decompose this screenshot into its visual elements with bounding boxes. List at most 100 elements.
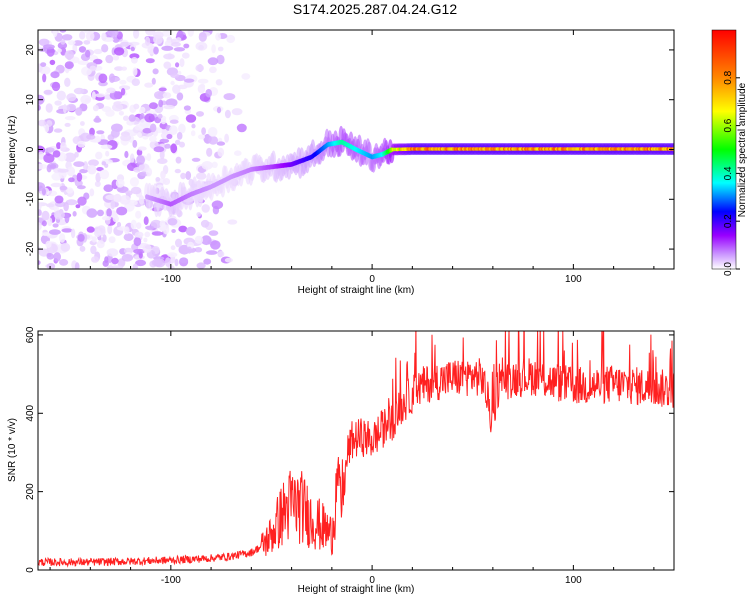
- noise-blob: [162, 92, 172, 99]
- noise-blob: [38, 182, 45, 192]
- noise-blob: [81, 66, 92, 76]
- noise-blob: [149, 102, 158, 110]
- noise-blob: [216, 141, 226, 146]
- noise-blob: [50, 182, 63, 188]
- noise-blob: [106, 208, 112, 218]
- noise-blob: [38, 151, 45, 160]
- noise-blob: [174, 258, 179, 267]
- noise-blob: [153, 146, 165, 153]
- noise-blob: [179, 58, 185, 68]
- noise-blob: [196, 111, 204, 117]
- noise-blob: [136, 222, 142, 230]
- noise-blob: [130, 186, 142, 195]
- noise-blob: [56, 142, 62, 150]
- noise-blob: [102, 234, 107, 243]
- noise-blob: [60, 39, 66, 45]
- noise-blob: [134, 231, 144, 238]
- noise-blob: [201, 161, 213, 170]
- x-tick-label: -100: [161, 575, 181, 586]
- noise-blob: [177, 70, 182, 76]
- noise-blob: [119, 195, 131, 205]
- noise-blob: [64, 50, 75, 60]
- noise-blob: [62, 104, 67, 114]
- noise-blob: [66, 166, 76, 177]
- noise-blob: [241, 73, 251, 80]
- noise-blob: [161, 45, 174, 51]
- noise-blob: [195, 64, 204, 72]
- noise-blob: [42, 73, 47, 83]
- noise-blob: [132, 263, 138, 269]
- noise-blob: [135, 210, 142, 219]
- noise-blob: [38, 104, 41, 111]
- noise-blob: [86, 134, 96, 140]
- noise-blob: [91, 91, 96, 101]
- noise-blob: [154, 91, 166, 99]
- noise-blob: [145, 30, 156, 36]
- noise-blob: [117, 258, 126, 268]
- noise-blob: [164, 257, 171, 267]
- noise-blob: [103, 184, 114, 192]
- noise-blob: [70, 228, 76, 239]
- noise-blob: [236, 123, 247, 133]
- noise-blob: [175, 139, 181, 145]
- noise-blob: [210, 240, 221, 250]
- noise-blob: [199, 83, 206, 89]
- noise-blob: [64, 213, 70, 224]
- noise-blob: [216, 106, 222, 114]
- noise-blob: [93, 48, 103, 55]
- noise-blob: [174, 168, 181, 174]
- noise-blob: [201, 235, 212, 246]
- noise-blob: [77, 60, 90, 66]
- noise-blob: [118, 111, 124, 116]
- noise-blob: [52, 223, 59, 228]
- noise-blob: [68, 177, 75, 183]
- noise-blob: [96, 209, 104, 217]
- noise-blob: [64, 77, 71, 88]
- snr-y-ticks: 0 200 400 600: [25, 326, 674, 573]
- noise-blob: [60, 242, 71, 252]
- noise-blob: [175, 62, 180, 68]
- noise-blob: [41, 232, 51, 237]
- colorbar-ticks: 0.0 0.2 0.4 0.6 0.8: [723, 70, 740, 276]
- noise-blob: [224, 109, 231, 119]
- noise-blob: [231, 108, 243, 116]
- noise-blob: [59, 233, 66, 243]
- noise-blob: [145, 58, 155, 64]
- noise-blob: [175, 156, 182, 164]
- noise-blob: [151, 77, 156, 85]
- noise-blob: [223, 93, 236, 101]
- snr-x-label: Height of straight line (km): [298, 584, 415, 595]
- noise-blob: [111, 128, 120, 138]
- noise-blob: [208, 230, 219, 236]
- noise-blob: [187, 30, 194, 37]
- noise-blob: [176, 30, 184, 40]
- noise-blob: [120, 41, 130, 47]
- x-tick-label: 100: [565, 274, 582, 285]
- noise-blob: [206, 147, 213, 157]
- noise-blob: [143, 216, 149, 226]
- noise-blob: [47, 217, 53, 227]
- y-tick-label: 200: [25, 483, 36, 500]
- noise-blob: [149, 123, 157, 133]
- snr-frame: [37, 330, 675, 571]
- noise-blob: [51, 81, 61, 92]
- y-tick-label: 600: [25, 326, 36, 343]
- noise-blob: [128, 41, 140, 46]
- noise-blob: [75, 107, 83, 116]
- noise-blob: [194, 235, 204, 244]
- spectrogram-y-label: Frequency (Hz): [7, 116, 18, 185]
- noise-blob: [205, 250, 218, 255]
- noise-blob: [215, 79, 223, 86]
- noise-blob: [57, 48, 62, 53]
- noise-blob: [162, 178, 171, 185]
- noise-blob: [46, 203, 55, 208]
- noise-blob: [121, 253, 134, 262]
- noise-blob: [135, 259, 147, 267]
- noise-blob: [120, 88, 126, 96]
- noise-blob: [89, 127, 95, 137]
- noise-blob: [178, 123, 186, 134]
- noise-blob: [125, 190, 133, 196]
- noise-blob: [217, 251, 225, 258]
- noise-blob: [120, 134, 132, 142]
- noise-blob: [208, 135, 219, 145]
